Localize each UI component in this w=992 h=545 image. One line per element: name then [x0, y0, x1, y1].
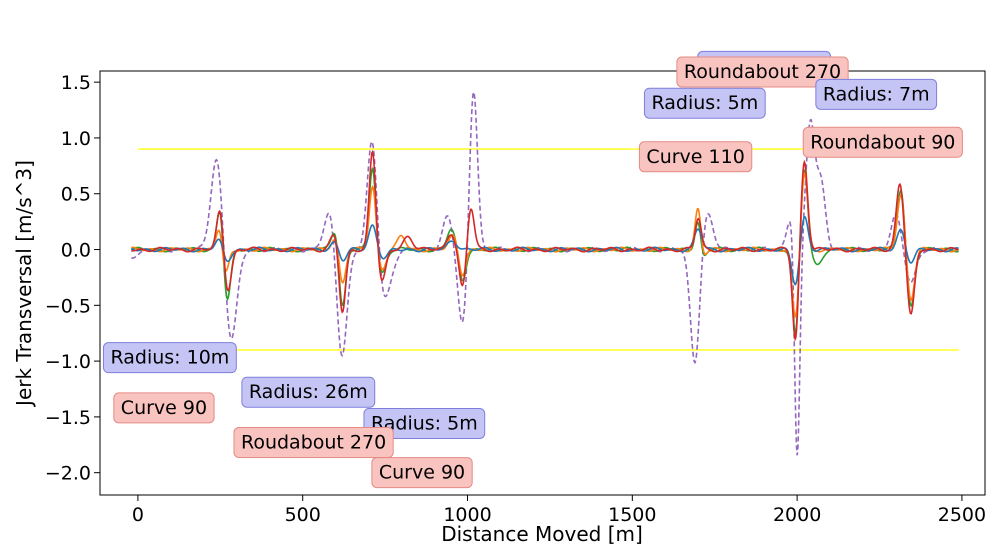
- annotation-box: [815, 78, 938, 110]
- y-tick-label-1: −1.5: [45, 407, 91, 429]
- annotation-text: Roundabout 90: [810, 131, 955, 153]
- annotation-radius: Radius: 10m: [102, 342, 237, 374]
- annotation-structure: Roundabout 270: [676, 56, 849, 88]
- y-tick-label-5: 0.5: [61, 184, 91, 206]
- y-tick-label-3: −0.5: [45, 295, 91, 317]
- annotation-radius: Radius: 5m: [643, 87, 766, 119]
- x-axis-label: Distance Moved [m]: [441, 522, 643, 545]
- annotation-text: Curve 90: [121, 397, 207, 419]
- y-axis-label: Jerk Transversal [m/s^3]: [12, 160, 36, 408]
- annotation-text: Radius: 26m: [249, 381, 368, 403]
- annotation-box: [363, 407, 486, 439]
- annotation-text: Roudabout 270: [241, 431, 386, 453]
- y-tick-label-6: 1.0: [61, 128, 91, 150]
- annotation-box: [802, 126, 963, 158]
- annotation-box: [113, 392, 215, 424]
- annotation-box: [233, 426, 394, 458]
- x-tick-label-5: 2500: [938, 504, 986, 526]
- x-tick-label-1: 500: [285, 504, 321, 526]
- annotation-structure: Curve 90: [113, 392, 215, 424]
- annotation-structure: Roudabout 270: [233, 426, 394, 458]
- annotation-radius: Radius: 7m: [815, 78, 938, 110]
- series-line-3: [130, 216, 959, 286]
- annotation-box: [643, 87, 766, 119]
- annotation-text: Radius: 7m: [823, 83, 930, 105]
- annotation-box: [102, 342, 237, 374]
- annotation-text: Radius: 10m: [110, 347, 229, 369]
- y-tick-label-4: 0.0: [61, 240, 91, 262]
- annotation-structure: Curve 90: [371, 457, 473, 489]
- series-line-2: [131, 171, 959, 319]
- annotation-structure: Roundabout 90: [802, 126, 963, 158]
- x-tick-label-4: 2000: [773, 504, 821, 526]
- x-tick-label-2: 1000: [443, 504, 491, 526]
- annotation-box: [676, 56, 849, 88]
- annotation-structure: Curve 110: [638, 141, 753, 173]
- annotation-text: Curve 90: [379, 462, 465, 484]
- annotation-text: Radius: 5m: [651, 92, 758, 114]
- annotation-text: Curve 110: [646, 146, 744, 168]
- annotation-box: [241, 376, 376, 408]
- x-tick-label-0: 0: [132, 504, 144, 526]
- annotation-radius: Radius: 5m: [363, 407, 486, 439]
- y-tick-label-7: 1.5: [61, 72, 91, 94]
- series-lines: [130, 90, 959, 456]
- x-tick-label-3: 1500: [608, 504, 656, 526]
- annotation-box: [371, 457, 473, 489]
- annotation-text: Roundabout 270: [684, 61, 841, 83]
- axes: 0 500 1000 1500 2000 2500 −2.0 −1.5 −1.0 −0.5 0.0 0…: [45, 72, 986, 526]
- annotation-radius: Radius: 26m: [241, 376, 376, 408]
- annotation-box: [638, 141, 753, 173]
- y-tick-label-2: −1.0: [45, 351, 91, 373]
- annotation-text: Radius: 5m: [371, 412, 478, 434]
- y-tick-label-0: −2.0: [45, 463, 91, 485]
- series-line-4: [131, 149, 959, 342]
